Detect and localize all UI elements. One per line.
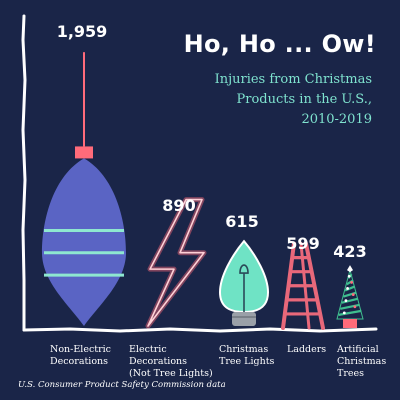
christmas-light-bulb-icon (218, 239, 270, 326)
tree-light (347, 274, 351, 278)
chart-title: Ho, Ho ... Ow! (183, 30, 376, 58)
tree-branch (343, 291, 357, 298)
value-label-electric: 890 (162, 196, 196, 215)
value-label-ladders: 599 (286, 234, 320, 253)
source-note: U.S. Consumer Product Safety Commission … (18, 380, 226, 390)
tree-light (346, 287, 349, 290)
tree-light (350, 280, 354, 284)
tree-branch (344, 285, 356, 292)
category-label-electric: Electric Decorations (Not Tree Lights) (129, 344, 213, 379)
ornament-icon (42, 52, 126, 326)
value-label-artificial-trees: 423 (333, 242, 367, 261)
christmas-tree-icon (336, 265, 364, 328)
tree-branch (340, 303, 360, 310)
tree-branch (341, 297, 359, 304)
tree-light (351, 293, 355, 296)
ornament-cap (75, 146, 93, 159)
tree-light (342, 311, 346, 315)
subtitle-line: Injuries from Christmas (214, 72, 372, 87)
tree-branch (338, 309, 362, 316)
subtitle-line: Products in the U.S., (236, 92, 372, 107)
tree-light (344, 299, 348, 303)
tree-pot (343, 319, 357, 328)
subtitle-line: 2010-2019 (301, 112, 372, 127)
tree-light (353, 305, 357, 309)
category-label-artificial-trees: Artificial Christmas Trees (337, 344, 387, 379)
tree-star (347, 265, 353, 273)
y-axis (21, 14, 27, 332)
value-label-non-electric: 1,959 (56, 22, 108, 41)
chart-marks (42, 52, 364, 330)
value-label-tree-lights: 615 (225, 212, 259, 231)
x-axis (22, 327, 378, 333)
lightning-bolt-icon (145, 197, 207, 329)
chart-subtitle: Injuries from Christmas Products in the … (188, 70, 372, 130)
tree-branch (346, 279, 354, 286)
bulb-base (232, 312, 256, 326)
bolt-outline (147, 198, 205, 327)
category-label-ladders: Ladders (287, 344, 327, 355)
category-label-non-electric: Non-Electric Decorations (50, 344, 111, 367)
category-label-tree-lights: Christmas Tree Lights (219, 344, 275, 367)
ornament-body (42, 158, 126, 326)
bulb-filament (239, 264, 249, 312)
ladder-icon (281, 241, 325, 330)
